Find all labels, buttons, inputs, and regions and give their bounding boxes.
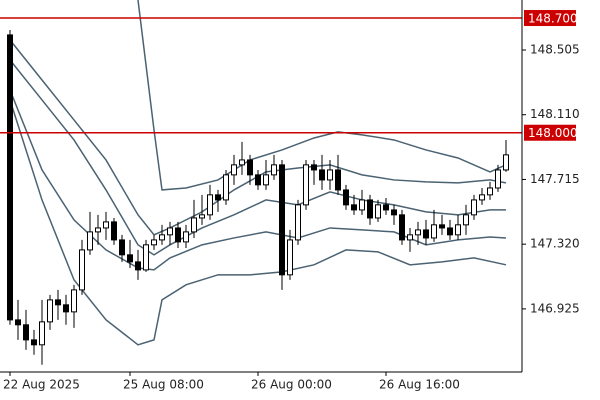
candle-body [183,231,189,243]
candle-body [391,209,397,216]
candle-body [7,34,13,321]
candle-body [39,321,45,346]
candle-body [111,221,117,241]
candle-body [471,199,477,216]
candle-body [487,187,493,196]
candle-body [311,164,317,171]
candle-body [231,164,237,176]
band-line [9,59,506,256]
level-label-box [524,10,576,27]
candle-body [95,227,101,233]
y-tick-label: 146.925 [530,301,580,315]
candle-body [303,164,309,206]
candle-body [63,304,69,313]
y-tick-label: 148.505 [530,42,580,56]
candle-body [463,214,469,226]
candle-body [143,244,149,271]
candle-body [167,227,173,236]
candle-body [223,174,229,201]
band-line [9,89,507,271]
candle-body [119,239,125,256]
band-line [9,99,507,346]
x-tick-label: 26 Aug 16:00 [379,378,460,392]
candle-body [455,224,461,236]
candle-body [55,299,61,306]
candle-body [279,164,285,276]
candle-body [287,239,293,276]
y-tick-label: 147.715 [530,172,580,186]
candle-body [135,261,141,271]
y-tick-label: 147.320 [530,237,580,251]
candle-body [207,194,213,216]
candle-body [495,169,501,189]
candle-body [151,239,157,246]
candle-body [439,224,445,229]
candle-body [503,154,509,171]
candle-body [103,221,109,229]
candle-body [343,189,349,206]
candle-body [479,194,485,201]
candle-body [15,319,21,326]
candle-body [247,159,253,176]
candle-body [447,227,453,236]
x-tick-label: 22 Aug 2025 [3,378,80,392]
level-label-box [524,124,576,141]
candle-body [263,174,269,186]
candle-body [431,224,437,239]
candle-body [399,214,405,241]
x-tick-label: 25 Aug 08:00 [123,378,204,392]
candle-body [367,199,373,219]
candle-body [79,249,85,291]
candle-body [159,234,165,241]
candle-body [407,234,413,241]
candle-body [215,194,221,201]
candle-body [31,339,37,346]
level-label: 148.000 [528,126,578,140]
candle-body [47,299,53,323]
candle-body [71,289,77,313]
band-line [137,0,507,191]
x-tick-label: 26 Aug 00:00 [251,378,332,392]
candle-body [199,214,205,219]
candle-body [191,217,197,233]
candle-body [383,204,389,211]
candle-body [359,199,365,211]
candle-body [127,254,133,263]
candle-body [415,229,421,236]
candle-body [327,169,333,181]
candle-body [375,204,381,219]
candle-body [239,159,245,166]
candle-body [351,204,357,211]
y-tick-label: 148.110 [530,107,580,121]
candle-body [271,164,277,176]
candle-body [335,169,341,191]
candle-body [175,227,181,243]
candle-body [255,174,261,186]
candle-body [319,169,325,181]
candle-body [423,229,429,239]
candle-body [295,204,301,241]
level-label: 148.700 [528,12,578,26]
candle-body [87,231,93,251]
candle-body [23,324,29,341]
